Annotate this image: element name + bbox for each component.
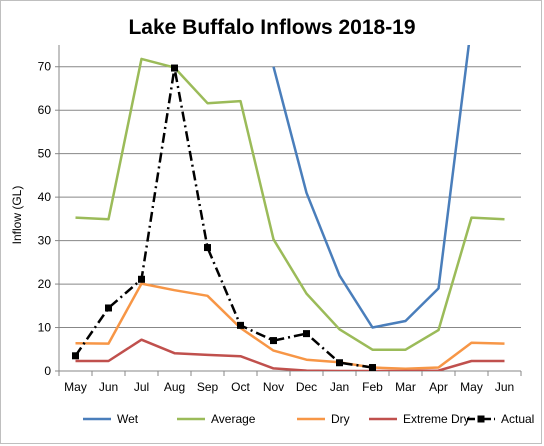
series-line-average bbox=[75, 57, 505, 351]
x-tick-label: May bbox=[460, 380, 483, 394]
y-tick-labels: 0 10 20 30 40 50 60 70 bbox=[38, 60, 52, 378]
legend-label: Dry bbox=[331, 412, 350, 426]
x-tick-label: Dec bbox=[296, 380, 317, 394]
x-tick-label: Apr bbox=[429, 380, 448, 394]
x-tick-labels: May Jun Jul Aug Sep Oct Nov Dec Jan Feb Mar Apr May J… bbox=[64, 380, 514, 394]
x-tick-label: Feb bbox=[362, 380, 383, 394]
x-tick-label: Nov bbox=[263, 380, 284, 394]
data-point-actual bbox=[171, 64, 178, 72]
y-tick-label: 10 bbox=[38, 321, 52, 335]
legend-label: Extreme Dry bbox=[403, 412, 470, 426]
series-line-actual bbox=[74, 66, 373, 369]
y-tick-label: 50 bbox=[38, 147, 52, 161]
legend-marker bbox=[477, 415, 485, 423]
legend-item-actual: Actual bbox=[467, 412, 534, 426]
legend-label: Actual bbox=[501, 412, 534, 426]
series-line-extreme-dry bbox=[75, 338, 505, 371]
x-tick-label: Jul bbox=[134, 380, 149, 394]
legend-item-average: Average bbox=[177, 412, 256, 426]
series-extreme-dry bbox=[75, 338, 505, 371]
series-group bbox=[72, 45, 505, 371]
y-tick-label: 60 bbox=[38, 103, 52, 117]
chart-title: Lake Buffalo Inflows 2018-19 bbox=[128, 16, 415, 39]
data-point-actual bbox=[72, 352, 79, 360]
data-point-actual bbox=[105, 304, 112, 312]
series-average bbox=[75, 57, 505, 351]
x-tick-label: Oct bbox=[231, 380, 250, 394]
x-tick-label: May bbox=[64, 380, 87, 394]
data-point-actual bbox=[369, 364, 376, 371]
axes bbox=[55, 45, 522, 376]
y-tick-label: 30 bbox=[38, 234, 52, 248]
x-tick-label: Sep bbox=[197, 380, 219, 394]
legend-item-wet: Wet bbox=[83, 412, 139, 426]
series-dry bbox=[75, 282, 505, 371]
y-tick-label: 20 bbox=[38, 277, 52, 291]
x-tick-label: Mar bbox=[395, 380, 416, 394]
series-line-wet bbox=[272, 45, 471, 329]
data-point-actual bbox=[237, 321, 244, 329]
y-axis-title: Inflow (GL) bbox=[10, 186, 24, 245]
data-point-actual bbox=[303, 330, 310, 338]
y-tick-label: 0 bbox=[44, 364, 51, 378]
x-tick-label: Aug bbox=[164, 380, 185, 394]
data-point-actual bbox=[336, 359, 343, 367]
series-actual bbox=[72, 64, 376, 371]
y-tick-label: 40 bbox=[38, 190, 52, 204]
legend-label: Average bbox=[211, 412, 256, 426]
series-line-dry bbox=[75, 282, 505, 371]
y-tick-label: 70 bbox=[38, 60, 52, 74]
x-tick-label: Jun bbox=[99, 380, 118, 394]
x-tick-label: Jun bbox=[495, 380, 514, 394]
data-point-actual bbox=[138, 275, 145, 283]
data-point-actual bbox=[270, 337, 277, 345]
data-point-actual bbox=[204, 244, 211, 252]
legend: Wet Average Dry Extreme Dry Actual bbox=[83, 412, 534, 426]
legend-label: Wet bbox=[117, 412, 139, 426]
legend-item-extreme-dry: Extreme Dry bbox=[369, 412, 470, 426]
legend-item-dry: Dry bbox=[297, 412, 350, 426]
x-tick-label: Jan bbox=[330, 380, 349, 394]
series-wet bbox=[272, 45, 471, 329]
